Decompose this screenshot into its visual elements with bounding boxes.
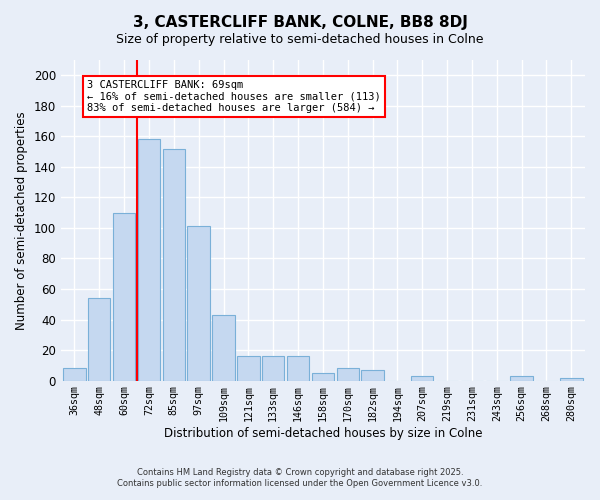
X-axis label: Distribution of semi-detached houses by size in Colne: Distribution of semi-detached houses by …: [164, 427, 482, 440]
Y-axis label: Number of semi-detached properties: Number of semi-detached properties: [15, 111, 28, 330]
Bar: [88, 298, 110, 380]
Bar: [312, 373, 334, 380]
Text: Contains HM Land Registry data © Crown copyright and database right 2025.
Contai: Contains HM Land Registry data © Crown c…: [118, 468, 482, 487]
Bar: [187, 226, 210, 380]
Bar: [138, 140, 160, 380]
Bar: [63, 368, 86, 380]
Bar: [411, 376, 433, 380]
Text: 3 CASTERCLIFF BANK: 69sqm
← 16% of semi-detached houses are smaller (113)
83% of: 3 CASTERCLIFF BANK: 69sqm ← 16% of semi-…: [87, 80, 380, 113]
Bar: [361, 370, 384, 380]
Bar: [262, 356, 284, 380]
Bar: [163, 148, 185, 380]
Bar: [237, 356, 260, 380]
Bar: [560, 378, 583, 380]
Text: 3, CASTERCLIFF BANK, COLNE, BB8 8DJ: 3, CASTERCLIFF BANK, COLNE, BB8 8DJ: [133, 15, 467, 30]
Bar: [212, 315, 235, 380]
Text: Size of property relative to semi-detached houses in Colne: Size of property relative to semi-detach…: [116, 32, 484, 46]
Bar: [113, 212, 136, 380]
Bar: [511, 376, 533, 380]
Bar: [287, 356, 309, 380]
Bar: [337, 368, 359, 380]
